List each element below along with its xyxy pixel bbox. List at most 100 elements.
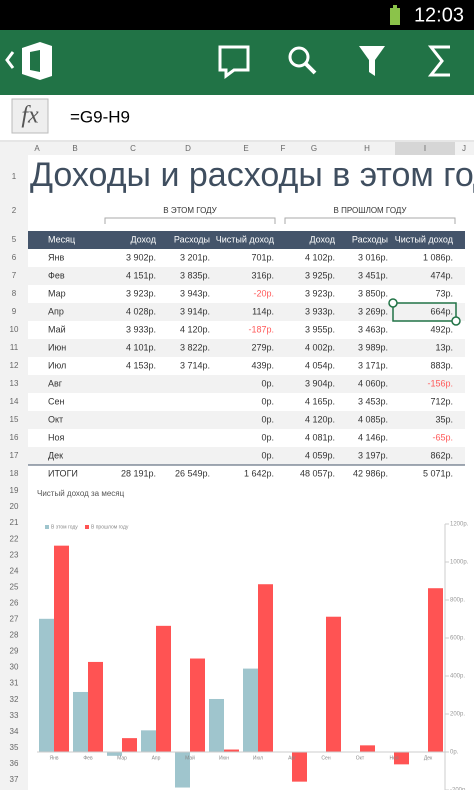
cell: -20р. [253, 288, 274, 298]
y-tick-label: 1200р. [450, 522, 469, 528]
column-header: J [462, 144, 466, 153]
x-tick-label: Дек [424, 755, 433, 761]
bar [156, 625, 171, 752]
present-button[interactable] [218, 45, 250, 79]
cell: 4 101р. [126, 342, 156, 352]
cell: Июл [48, 360, 66, 370]
column-title: Доход [309, 234, 335, 244]
cell: 3 902р. [126, 252, 156, 262]
cell: 3 933р. [305, 306, 335, 316]
row-header: 33 [10, 711, 19, 720]
office-logo[interactable] [22, 42, 52, 80]
row-header: 32 [10, 695, 19, 704]
row-header: 34 [10, 727, 19, 736]
row-shade [28, 411, 465, 429]
row-shade [28, 447, 465, 465]
row-header: 8 [12, 289, 17, 298]
sum-button[interactable] [427, 45, 450, 77]
row-header: 30 [10, 663, 19, 672]
column-header-bar [0, 142, 474, 155]
cell: 3 197р. [358, 450, 388, 460]
cell: 883р. [430, 360, 453, 370]
bar [88, 661, 103, 752]
function-button[interactable] [11, 98, 49, 134]
cell: Окт [48, 414, 63, 424]
bar [292, 752, 307, 782]
cell: 3 453р. [358, 396, 388, 406]
selection-handle [388, 298, 398, 308]
y-tick-label: 400р. [450, 674, 465, 680]
cell: 474р. [430, 270, 453, 280]
bar [141, 730, 156, 752]
x-tick-label: Ноя [389, 755, 398, 761]
row-shade [28, 267, 465, 285]
cell: 3 714р. [180, 360, 210, 370]
bar [326, 616, 341, 752]
column-header: C [130, 144, 136, 153]
cell: 3 016р. [358, 252, 388, 262]
bar [224, 749, 239, 752]
selection-handle [451, 316, 461, 326]
cell: 26 549р. [175, 468, 210, 478]
cell: 28 191р. [121, 468, 156, 478]
y-tick-label: 800р. [450, 598, 465, 604]
cell: 4 028р. [126, 306, 156, 316]
row-shade [28, 303, 465, 321]
row-header: 19 [10, 486, 19, 495]
cell: -156р. [427, 378, 453, 388]
cell: 439р. [251, 360, 274, 370]
cell: 3 925р. [305, 270, 335, 280]
bar [175, 752, 190, 788]
row-header: 16 [10, 433, 19, 442]
row-header: 22 [10, 534, 19, 543]
bar [122, 738, 137, 752]
legend-swatch [45, 525, 49, 529]
cell: -65р. [432, 432, 453, 442]
row-header: 29 [10, 647, 19, 656]
row-header: 37 [10, 775, 19, 784]
cell: Ноя [48, 432, 65, 442]
cell: 48 057р. [300, 468, 335, 478]
x-tick-label: Янв [49, 755, 58, 761]
cell: 862р. [430, 450, 453, 460]
y-tick-label: 200р. [450, 712, 465, 718]
clock: 12:03 [414, 4, 464, 26]
cell: 4 060р. [358, 378, 388, 388]
cell: 3 463р. [358, 324, 388, 334]
cell: 712р. [430, 396, 453, 406]
x-tick-label: Фев [83, 755, 93, 761]
cell: 3 943р. [180, 288, 210, 298]
cell: 73р. [435, 288, 453, 298]
row-header: 20 [10, 502, 19, 511]
table-header-row [28, 231, 465, 249]
cell: 5 071р. [423, 468, 453, 478]
y-tick-label: -200р. [450, 788, 467, 790]
cell: 4 102р. [305, 252, 335, 262]
cell: Авг [48, 378, 63, 388]
cell: 4 054р. [305, 360, 335, 370]
column-header: G [311, 144, 317, 153]
cell: 4 120р. [305, 414, 335, 424]
bar [107, 752, 122, 756]
cell: 35р. [435, 414, 453, 424]
cell: 4 081р. [305, 432, 335, 442]
row-header: 25 [10, 582, 19, 591]
filter-button[interactable] [359, 46, 385, 76]
x-tick-label: Апр [152, 755, 161, 761]
row-header: 27 [10, 615, 19, 624]
legend-label: В этом году [51, 524, 78, 530]
cell: 4 165р. [305, 396, 335, 406]
group-brackets [104, 217, 456, 224]
search-button[interactable] [288, 46, 310, 68]
bar [73, 691, 88, 752]
cell: Янв [48, 252, 64, 262]
cell: 4 120р. [180, 324, 210, 334]
cell: 4 153р. [126, 360, 156, 370]
bar [243, 668, 258, 752]
row-header: 35 [10, 743, 19, 752]
formula-text[interactable]: =G9-H9 [70, 107, 130, 126]
back-button[interactable] [5, 51, 15, 69]
row-header: 7 [12, 271, 17, 280]
column-header: F [281, 144, 286, 153]
